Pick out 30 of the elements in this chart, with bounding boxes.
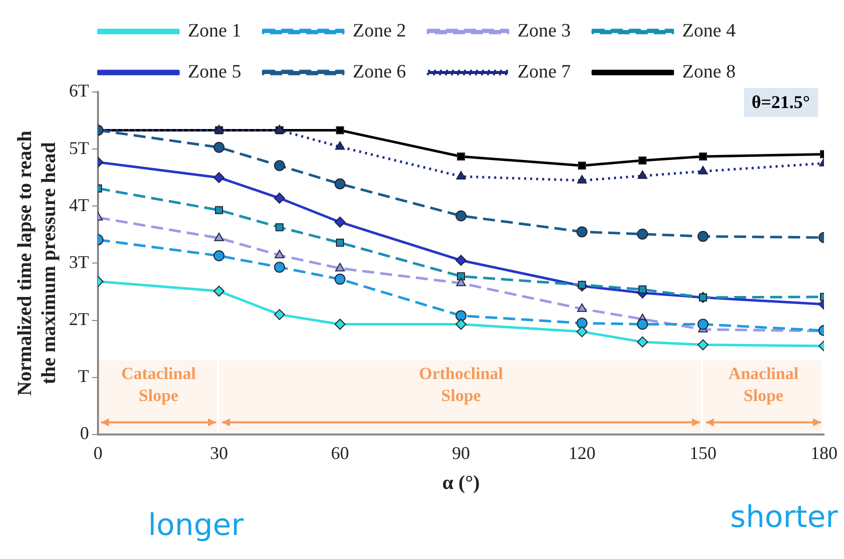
annotation: θ=21.5° xyxy=(744,88,818,117)
y-tick-label: 0 xyxy=(80,423,89,444)
x-tick-label: 0 xyxy=(93,442,102,463)
y-tick-label: 4T xyxy=(68,194,89,215)
band-label: Anaclinal Slope xyxy=(728,364,799,405)
x-tick-label: 30 xyxy=(210,442,228,463)
legend-label: Zone 2 xyxy=(352,20,406,42)
band-label: Orthoclinal Slope xyxy=(418,364,504,405)
text: shorter xyxy=(730,500,838,535)
x-tick-label: 120 xyxy=(568,442,596,463)
x-tick-label: 180 xyxy=(810,442,838,463)
x-tick-label: 90 xyxy=(452,442,470,463)
legend-label: Zone 1 xyxy=(188,20,242,42)
y-tick-label: T xyxy=(78,366,89,386)
legend-label: Zone 7 xyxy=(518,61,571,82)
y-axis-title: Normalized time lapse to reach the maximum pressure head xyxy=(14,130,60,396)
y-tick-label: 6T xyxy=(68,80,89,101)
x-axis-title: α (°) xyxy=(442,472,480,494)
legend-label: Zone 4 xyxy=(682,20,736,42)
legend-label: Zone 3 xyxy=(518,20,571,42)
y-tick-label: 5T xyxy=(68,138,89,158)
legend-label: Zone 5 xyxy=(188,61,242,82)
x-tick-label: 60 xyxy=(330,442,349,463)
text: longer xyxy=(148,508,244,543)
band-label: Cataclinal Slope xyxy=(121,364,196,405)
legend-label: Zone 6 xyxy=(352,61,406,82)
legend-label: Zone 8 xyxy=(682,61,736,82)
x-tick-label: 150 xyxy=(690,442,716,463)
y-tick-label: 2T xyxy=(68,309,89,329)
y-tick-label: 3T xyxy=(68,252,89,272)
